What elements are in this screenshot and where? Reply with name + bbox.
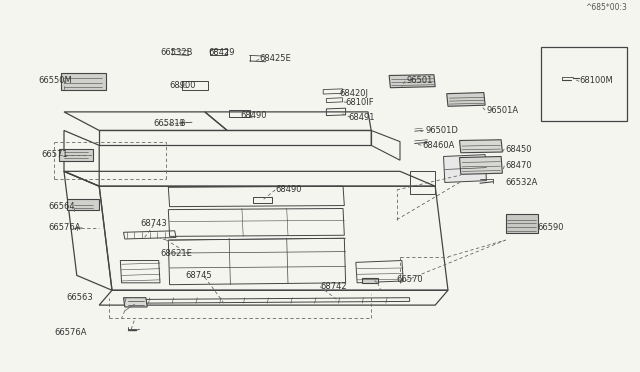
Text: 68450: 68450 [506, 145, 532, 154]
Polygon shape [444, 155, 486, 183]
Text: 96501: 96501 [406, 76, 433, 85]
Text: ^685*00:3: ^685*00:3 [586, 3, 627, 12]
Polygon shape [362, 278, 378, 283]
Text: 68743: 68743 [141, 219, 168, 228]
Polygon shape [506, 214, 538, 232]
Text: 96501A: 96501A [486, 106, 518, 115]
Text: 66576A: 66576A [54, 328, 86, 337]
Text: 96501D: 96501D [426, 126, 458, 135]
Text: 66590: 66590 [538, 222, 564, 232]
Text: 68621E: 68621E [160, 248, 192, 257]
Text: 68491: 68491 [349, 113, 375, 122]
Text: 68425E: 68425E [259, 54, 291, 62]
Text: 66571: 66571 [42, 150, 68, 159]
Text: 66550M: 66550M [38, 76, 72, 85]
Text: 68100M: 68100M [579, 76, 613, 85]
Text: 68460A: 68460A [422, 141, 455, 150]
Text: 66581B: 66581B [154, 119, 186, 128]
Polygon shape [61, 73, 106, 90]
Text: 66570: 66570 [397, 275, 424, 283]
Text: 66532A: 66532A [506, 178, 538, 187]
Text: 6810IF: 6810IF [346, 98, 374, 107]
Text: 68470: 68470 [506, 161, 532, 170]
Polygon shape [460, 140, 502, 153]
Polygon shape [67, 199, 99, 210]
Polygon shape [389, 75, 435, 88]
Text: 66576A: 66576A [48, 222, 81, 232]
Polygon shape [59, 149, 93, 161]
Polygon shape [447, 93, 485, 106]
Text: 68742: 68742 [320, 282, 347, 291]
Polygon shape [124, 298, 147, 307]
Text: 68429: 68429 [208, 48, 234, 57]
Text: 68490: 68490 [275, 185, 301, 195]
Text: 68745: 68745 [186, 271, 212, 280]
Text: 66532B: 66532B [160, 48, 193, 57]
Text: 66563: 66563 [66, 293, 93, 302]
Text: 68490: 68490 [240, 111, 266, 120]
Text: 66564: 66564 [48, 202, 75, 211]
Text: 68420J: 68420J [339, 89, 368, 98]
Text: 68900: 68900 [170, 81, 196, 90]
Polygon shape [460, 157, 502, 174]
Bar [541, 47, 627, 121]
